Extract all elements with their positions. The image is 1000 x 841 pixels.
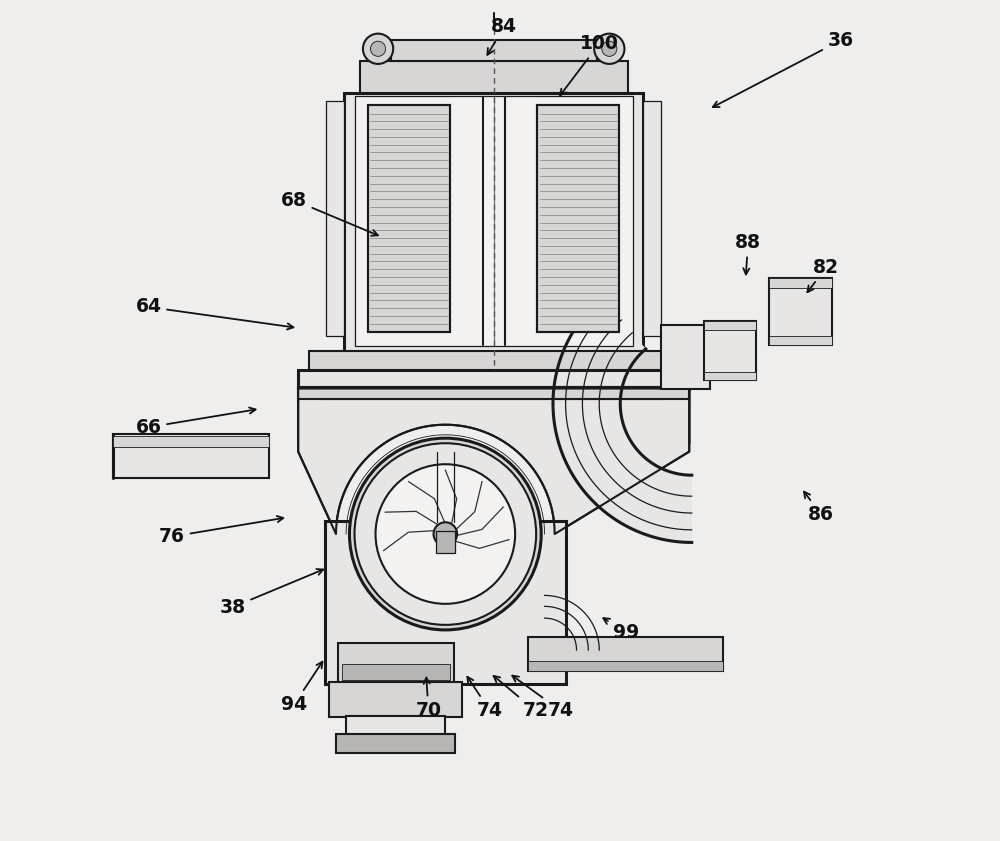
Bar <box>325 521 566 684</box>
Text: 36: 36 <box>713 31 854 107</box>
Bar <box>643 101 661 336</box>
Bar <box>769 278 832 288</box>
Text: 70: 70 <box>416 678 442 720</box>
Bar <box>113 434 269 478</box>
Bar <box>436 531 455 553</box>
Circle shape <box>349 438 541 630</box>
Bar <box>338 643 454 684</box>
Bar <box>326 101 344 336</box>
Bar <box>309 351 678 372</box>
Text: 74: 74 <box>512 675 574 720</box>
Text: 68: 68 <box>281 191 378 235</box>
Bar <box>113 436 269 447</box>
Circle shape <box>602 41 617 56</box>
Bar <box>528 637 723 671</box>
Bar <box>661 325 710 389</box>
Bar <box>344 93 643 353</box>
Bar <box>342 664 450 680</box>
Text: 86: 86 <box>804 492 834 524</box>
Polygon shape <box>553 298 692 542</box>
Circle shape <box>594 34 624 64</box>
Bar <box>298 387 689 399</box>
Bar <box>537 105 619 332</box>
Polygon shape <box>298 389 689 534</box>
Bar <box>704 321 756 380</box>
Circle shape <box>370 41 386 56</box>
Text: 72: 72 <box>494 676 548 720</box>
Text: 94: 94 <box>281 662 322 714</box>
Bar <box>336 734 455 753</box>
Bar <box>769 278 832 345</box>
Bar <box>323 387 664 399</box>
Text: 82: 82 <box>807 258 839 292</box>
Text: 76: 76 <box>159 516 283 546</box>
Text: 38: 38 <box>219 569 323 616</box>
Bar <box>360 61 628 93</box>
Bar <box>537 105 619 332</box>
Text: 100: 100 <box>560 34 619 95</box>
Bar <box>391 40 597 61</box>
Circle shape <box>355 443 536 625</box>
Bar <box>346 716 445 736</box>
Text: 99: 99 <box>603 618 639 642</box>
Bar <box>704 372 756 380</box>
Bar <box>528 661 723 671</box>
Bar <box>355 96 633 346</box>
Bar <box>704 321 756 330</box>
Bar <box>298 370 689 389</box>
Text: 74: 74 <box>467 677 503 720</box>
Bar <box>368 105 450 332</box>
Circle shape <box>434 522 457 546</box>
Text: 66: 66 <box>135 408 256 436</box>
Polygon shape <box>298 389 353 468</box>
Bar <box>769 336 832 345</box>
Bar <box>329 682 462 717</box>
Polygon shape <box>538 389 689 468</box>
Text: 88: 88 <box>735 233 761 274</box>
Text: 64: 64 <box>135 298 293 330</box>
Text: 84: 84 <box>487 18 517 55</box>
Bar <box>368 105 450 332</box>
Circle shape <box>363 34 393 64</box>
Circle shape <box>376 464 515 604</box>
